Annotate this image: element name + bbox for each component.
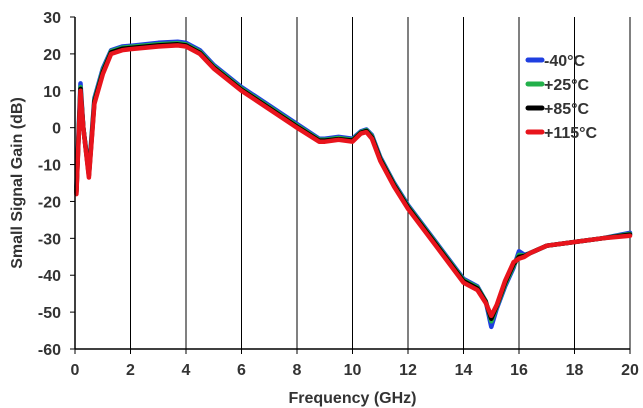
x-tick-label: 6 bbox=[237, 362, 246, 379]
y-tick-label: -40 bbox=[38, 268, 61, 285]
y-tick-label: -10 bbox=[38, 158, 61, 175]
legend: -40°C +25°C +85°C +115°C bbox=[525, 53, 598, 142]
x-tick-label: 8 bbox=[293, 362, 302, 379]
legend-label: +25°C bbox=[544, 77, 590, 94]
legend-label: +115°C bbox=[544, 125, 598, 142]
x-axis-title: Frequency (GHz) bbox=[288, 390, 416, 407]
axes bbox=[70, 16, 631, 354]
y-axis-title: Small Signal Gain (dB) bbox=[9, 97, 26, 269]
series-lines bbox=[74, 39, 633, 330]
x-tick-label: 16 bbox=[510, 362, 528, 379]
y-tick-label: 20 bbox=[43, 47, 61, 64]
series-line bbox=[74, 43, 633, 319]
y-tick-label: -60 bbox=[38, 342, 61, 359]
legend-label: -40°C bbox=[544, 53, 586, 70]
y-tick-label: 10 bbox=[43, 84, 61, 101]
x-tick-label: 2 bbox=[126, 362, 135, 379]
y-tick-label: -50 bbox=[38, 305, 61, 322]
legend-label: +85°C bbox=[544, 101, 590, 118]
x-tick-label: 20 bbox=[621, 362, 639, 379]
grid bbox=[130, 17, 631, 349]
y-tick-labels: 30 20 10 0 -10 -20 -30 -40 -50 -60 bbox=[38, 10, 61, 359]
x-tick-label: 12 bbox=[399, 362, 417, 379]
x-tick-label: 14 bbox=[455, 362, 473, 379]
x-tick-label: 4 bbox=[182, 362, 191, 379]
y-tick-label: 0 bbox=[52, 121, 61, 138]
x-tick-label: 18 bbox=[566, 362, 584, 379]
y-tick-label: -20 bbox=[38, 194, 61, 211]
x-tick-label: 10 bbox=[344, 362, 362, 379]
x-tick-labels: 0 2 4 6 8 10 12 14 16 18 20 bbox=[71, 362, 639, 379]
y-tick-label: 30 bbox=[43, 10, 61, 27]
x-tick-label: 0 bbox=[71, 362, 80, 379]
y-tick-label: -30 bbox=[38, 231, 61, 248]
